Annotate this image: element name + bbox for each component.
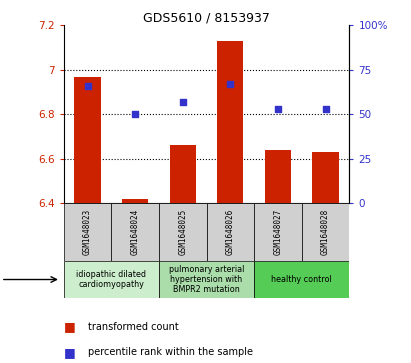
Bar bbox=[254, 261, 349, 298]
Bar bbox=[122, 199, 148, 203]
Bar bbox=[265, 150, 291, 203]
Point bbox=[84, 83, 91, 89]
Point bbox=[227, 81, 233, 87]
Text: percentile rank within the sample: percentile rank within the sample bbox=[88, 347, 253, 357]
Bar bbox=[64, 203, 111, 261]
Point bbox=[180, 99, 186, 105]
Text: ■: ■ bbox=[64, 320, 76, 333]
Bar bbox=[312, 152, 339, 203]
Text: GSM1648027: GSM1648027 bbox=[273, 209, 282, 256]
Title: GDS5610 / 8153937: GDS5610 / 8153937 bbox=[143, 11, 270, 24]
Text: GSM1648025: GSM1648025 bbox=[178, 209, 187, 256]
Point bbox=[275, 106, 281, 112]
Bar bbox=[206, 203, 254, 261]
Text: idiopathic dilated
cardiomyopathy: idiopathic dilated cardiomyopathy bbox=[76, 270, 146, 289]
Text: GSM1648023: GSM1648023 bbox=[83, 209, 92, 256]
Text: transformed count: transformed count bbox=[88, 322, 179, 332]
Text: GSM1648026: GSM1648026 bbox=[226, 209, 235, 256]
Text: GSM1648028: GSM1648028 bbox=[321, 209, 330, 256]
Text: GSM1648024: GSM1648024 bbox=[131, 209, 140, 256]
Text: ■: ■ bbox=[64, 346, 76, 359]
Bar bbox=[111, 203, 159, 261]
Bar bbox=[170, 146, 196, 203]
Point bbox=[322, 106, 329, 112]
Point bbox=[132, 111, 139, 117]
Bar bbox=[64, 261, 159, 298]
Bar bbox=[254, 203, 302, 261]
Text: healthy control: healthy control bbox=[271, 275, 332, 284]
Bar bbox=[302, 203, 349, 261]
Bar bbox=[159, 261, 254, 298]
Bar bbox=[217, 41, 243, 203]
Bar bbox=[159, 203, 206, 261]
Text: pulmonary arterial
hypertension with
BMPR2 mutation: pulmonary arterial hypertension with BMP… bbox=[169, 265, 244, 294]
Bar bbox=[74, 77, 101, 203]
